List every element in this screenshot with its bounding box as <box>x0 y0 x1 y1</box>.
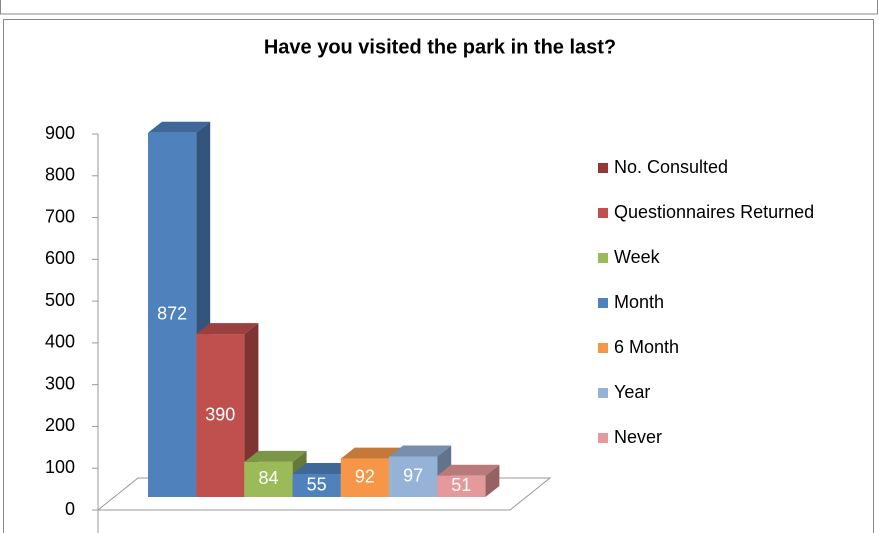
y-tick-label: 500 <box>45 290 75 310</box>
y-tick-label: 100 <box>45 457 75 477</box>
legend-label: Week <box>614 247 661 267</box>
legend-label: Year <box>614 382 650 402</box>
bar-top <box>389 445 452 457</box>
legend-label: No. Consulted <box>614 157 728 177</box>
data-label: 872 <box>157 304 187 324</box>
legend-label: Questionnaires Returned <box>614 202 814 222</box>
bar-side <box>485 464 500 497</box>
y-tick-label: 200 <box>45 415 75 435</box>
legend-label: Never <box>614 427 662 447</box>
bar <box>148 132 197 497</box>
legend-swatch <box>598 388 608 398</box>
bar-top <box>148 121 211 133</box>
legend-swatch <box>598 343 608 353</box>
bar <box>292 474 341 497</box>
legend-swatch <box>598 433 608 443</box>
bar <box>196 334 245 497</box>
data-label: 55 <box>307 474 327 494</box>
legend-swatch <box>598 298 608 308</box>
data-label: 51 <box>451 475 471 495</box>
legend-swatch <box>598 163 608 173</box>
bar <box>340 458 389 497</box>
y-tick-label: 600 <box>45 248 75 268</box>
legend-swatch <box>598 208 608 218</box>
y-tick-label: 0 <box>65 499 75 519</box>
legend-swatch <box>598 253 608 263</box>
legend-label: 6 Month <box>614 337 679 357</box>
y-tick-label: 900 <box>45 123 75 143</box>
bar-top <box>244 450 307 462</box>
chart-title: Have you visited the park in the last? <box>264 36 616 58</box>
y-tick-label: 700 <box>45 206 75 226</box>
data-label: 390 <box>205 404 235 424</box>
data-label: 97 <box>403 465 423 485</box>
bar <box>389 456 438 497</box>
bar-top <box>437 464 500 476</box>
bar <box>437 475 486 497</box>
y-tick-label: 300 <box>45 373 75 393</box>
bar-top <box>196 323 259 335</box>
top-frame <box>0 0 878 15</box>
bar <box>244 461 293 497</box>
bar-side <box>244 323 259 497</box>
data-label: 92 <box>355 467 375 487</box>
floor <box>96 477 552 511</box>
bar-top <box>340 447 403 459</box>
bar-top <box>292 463 355 475</box>
data-label: 84 <box>258 468 278 488</box>
legend-label: Month <box>614 292 664 312</box>
y-tick-label: 400 <box>45 332 75 352</box>
y-tick-label: 800 <box>45 165 75 185</box>
